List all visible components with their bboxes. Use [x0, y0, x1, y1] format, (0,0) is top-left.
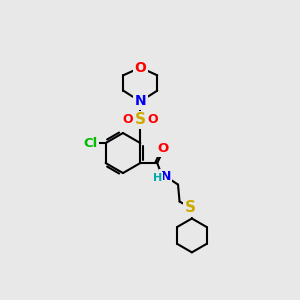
Text: Cl: Cl — [83, 136, 97, 149]
Text: O: O — [147, 113, 158, 126]
Text: O: O — [123, 113, 133, 126]
Text: H: H — [153, 173, 162, 184]
Text: S: S — [185, 200, 196, 215]
Text: O: O — [134, 61, 146, 75]
Text: S: S — [135, 112, 146, 128]
Text: N: N — [134, 94, 146, 108]
Text: O: O — [158, 142, 169, 155]
Text: N: N — [160, 170, 171, 183]
